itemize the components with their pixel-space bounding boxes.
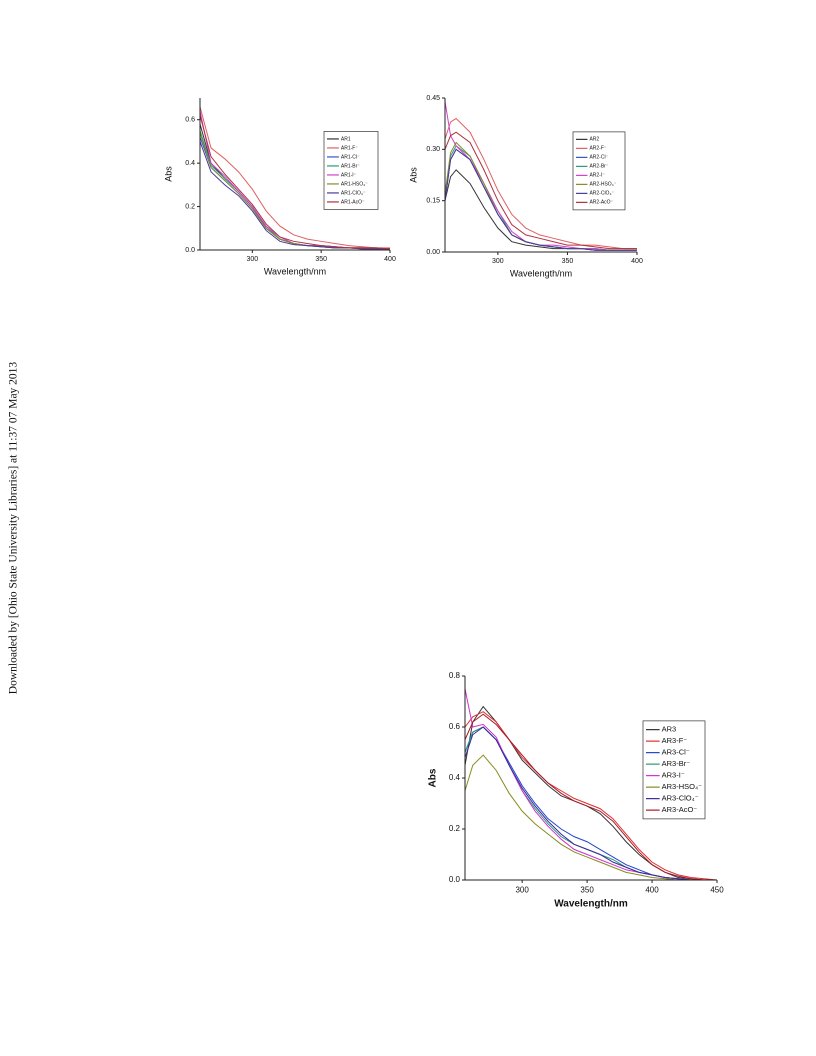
y-tick-label: 0.2: [185, 203, 195, 210]
x-tick-label: 350: [315, 256, 327, 263]
y-axis-label: Abs: [408, 167, 418, 183]
y-tick-label: 0.0: [449, 875, 461, 884]
x-tick-label: 400: [384, 256, 396, 263]
y-tick-label: 0.8: [449, 671, 461, 680]
spectrum-line: [464, 713, 717, 881]
legend-label: AR3-I⁻: [662, 771, 685, 780]
legend-label: AR3-Cl⁻: [662, 748, 690, 757]
x-axis-label: Wavelength/nm: [264, 266, 326, 276]
legend-label: AR1-Cl⁻: [341, 154, 360, 160]
legend-label: AR2-AcO⁻: [589, 200, 613, 206]
y-tick-label: 0.45: [426, 95, 440, 102]
legend-label: AR1-HSO₄⁻: [341, 181, 368, 187]
legend-label: AR1: [341, 136, 351, 142]
y-tick-label: 0.4: [185, 160, 195, 167]
legend-label: AR2-Cl⁻: [589, 155, 608, 161]
legend-box: [572, 131, 626, 211]
y-axis-label: Abs: [163, 166, 173, 182]
y-tick-label: 0.15: [426, 198, 440, 205]
x-tick-label: 350: [580, 885, 594, 894]
x-tick-label: 450: [710, 885, 724, 894]
spectrum-line: [464, 711, 718, 881]
legend-label: AR2-HSO₄⁻: [589, 182, 616, 188]
y-tick-label: 0.6: [449, 722, 461, 731]
spectrum-line: [444, 148, 637, 251]
legend-label: AR2-ClO₄⁻: [589, 191, 614, 197]
legend-label: AR3: [662, 725, 677, 734]
y-tick-label: 0.30: [426, 146, 440, 153]
spectrum-line: [199, 141, 390, 250]
y-tick-label: 0.4: [449, 773, 461, 782]
legend-label: AR3-ClO₄⁻: [662, 794, 699, 803]
legend-label: AR2-I⁻: [589, 173, 605, 179]
download-notice: Downloaded by [Ohio State University Lib…: [8, 362, 20, 695]
legend-label: AR2-Br⁻: [589, 164, 608, 170]
spectrum-line: [199, 115, 391, 250]
x-tick-label: 300: [492, 258, 504, 265]
spectrum-line: [444, 117, 637, 250]
legend-label: AR1-ClO₄⁻: [341, 190, 366, 196]
x-tick-label: 400: [645, 885, 659, 894]
x-tick-label: 400: [631, 258, 643, 265]
legend-label: AR3-F⁻: [662, 736, 688, 745]
legend-box: [642, 720, 706, 820]
legend-label: AR3-HSO₄⁻: [662, 782, 702, 791]
legend-box: [323, 131, 379, 210]
legend-label: AR1-F⁻: [341, 145, 358, 151]
x-axis-label: Wavelength/nm: [510, 268, 572, 278]
spectrum-line: [464, 726, 717, 881]
legend-label: AR2: [589, 137, 599, 143]
x-axis-label: Wavelength/nm: [554, 899, 628, 910]
x-tick-label: 350: [562, 258, 574, 265]
legend-label: AR1-Br⁻: [341, 163, 360, 169]
y-tick-label: 0.2: [449, 824, 461, 833]
legend-label: AR1-I⁻: [341, 172, 357, 178]
legend-label: AR3-Br⁻: [662, 759, 691, 768]
y-tick-label: 0.0: [185, 247, 195, 254]
legend-label: AR3-AcO⁻: [662, 805, 698, 814]
y-axis-label: Abs: [428, 768, 439, 787]
legend-label: AR1-AcO⁻: [341, 199, 365, 205]
y-tick-label: 0.6: [185, 117, 195, 124]
spectrum-line: [444, 131, 637, 250]
y-tick-label: 0.00: [426, 249, 440, 256]
x-tick-label: 300: [515, 885, 529, 894]
x-tick-label: 300: [246, 256, 258, 263]
spectrum-line: [199, 106, 390, 249]
legend-label: AR2-F⁻: [589, 146, 606, 152]
